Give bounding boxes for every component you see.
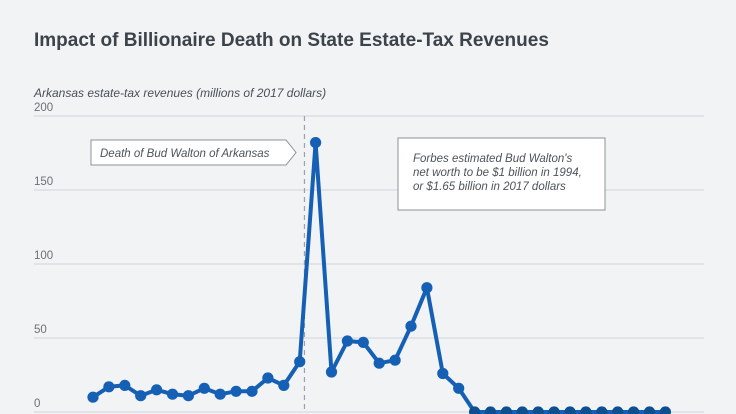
data-point <box>564 406 576 414</box>
event-label: Death of Bud Walton of Arkansas <box>100 148 270 160</box>
data-point <box>119 379 131 391</box>
data-point <box>166 388 179 400</box>
data-point <box>643 406 656 414</box>
data-point <box>612 406 624 414</box>
y-tick-label: 200 <box>34 102 53 114</box>
data-point <box>373 357 385 369</box>
data-point <box>548 406 560 414</box>
data-point <box>596 406 608 414</box>
data-point <box>389 354 401 366</box>
data-point <box>310 137 322 149</box>
data-point <box>405 320 417 332</box>
data-point <box>151 384 163 396</box>
series-layer <box>87 137 671 414</box>
y-tick-label: 50 <box>34 324 47 336</box>
data-point <box>278 379 290 391</box>
data-point <box>516 406 528 414</box>
data-point <box>246 385 258 397</box>
data-point <box>453 382 465 394</box>
data-point <box>469 406 481 414</box>
data-point <box>182 390 194 402</box>
data-point <box>87 391 99 403</box>
annotation-line: net worth to be $1 billion in 1994, <box>413 167 582 179</box>
event-label-tag <box>90 139 297 166</box>
data-point <box>135 390 147 402</box>
y-tick-label: 0 <box>34 398 40 410</box>
data-point <box>198 382 210 394</box>
data-point <box>103 381 115 393</box>
data-point <box>580 406 592 414</box>
data-point <box>437 367 449 380</box>
data-point <box>341 335 353 347</box>
y-axis-label: Arkansas estate-tax revenues (millions o… <box>33 86 326 100</box>
data-point <box>294 356 306 368</box>
data-point <box>500 406 512 414</box>
annotation-line: Forbes estimated Bud Walton's <box>413 153 572 165</box>
data-point <box>484 406 497 414</box>
data-point <box>628 406 640 414</box>
data-point <box>421 282 433 294</box>
data-point <box>532 406 544 414</box>
annotation-layer: Forbes estimated Bud Walton's net worth … <box>397 137 606 211</box>
data-point <box>357 336 369 348</box>
data-point <box>214 388 226 400</box>
data-point <box>262 372 274 384</box>
data-point <box>659 406 671 414</box>
y-tick-label: 150 <box>34 176 53 188</box>
annotation-box <box>397 137 606 211</box>
y-tick-label: 100 <box>34 250 53 262</box>
chart-title: Impact of Billionaire Death on State Est… <box>34 30 549 51</box>
data-point <box>325 366 338 378</box>
data-point <box>230 385 242 397</box>
annotation-line: or $1.65 billion in 2017 dollars <box>413 181 566 193</box>
